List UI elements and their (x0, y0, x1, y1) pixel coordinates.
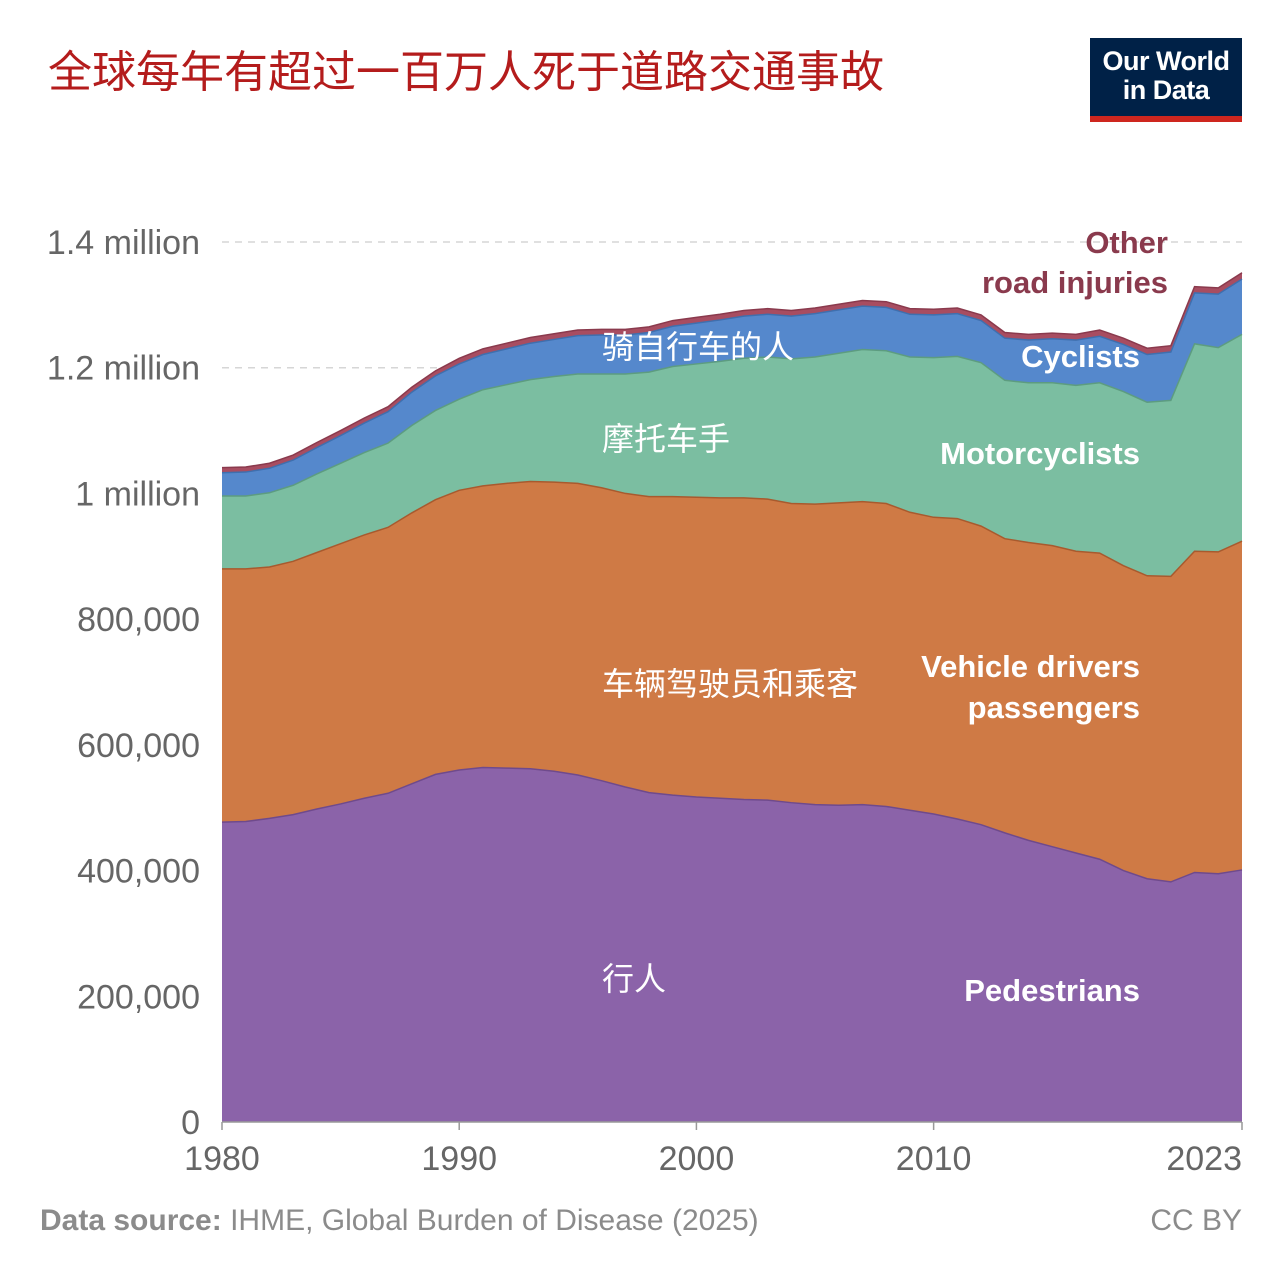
area-edge (222, 333, 1243, 497)
area-vehicle-drivers-passengers (222, 481, 1242, 882)
series-label: Motorcyclists (940, 436, 1140, 471)
x-tick-label: 1980 (184, 1140, 260, 1178)
y-tick-label: 200,000 (77, 978, 200, 1016)
y-tick-label: 1 million (75, 475, 200, 513)
series-label: Cyclists (1021, 339, 1140, 374)
logo-accent-bar (1090, 116, 1242, 122)
y-tick-label: 1.2 million (47, 350, 200, 388)
area-edge (221, 278, 1243, 474)
series-label: passengers (968, 690, 1140, 725)
series-label: Pedestrians (964, 973, 1140, 1008)
series-label: Other (1085, 225, 1168, 260)
series-label-zh: 摩托车手 (602, 420, 730, 458)
area-edge (221, 766, 1243, 883)
x-tick-label: 2000 (659, 1140, 735, 1178)
series-label: road injuries (982, 265, 1168, 300)
y-tick-label: 600,000 (77, 727, 200, 765)
data-source-label: Data source: (40, 1204, 222, 1237)
area-pedestrians (222, 767, 1242, 1122)
logo-line-1: Our World (1102, 46, 1231, 76)
area-edge (222, 480, 1243, 578)
page-title: 全球每年有超过一百万人死于道路交通事故 (48, 47, 884, 98)
area-motorcyclists (222, 334, 1242, 577)
x-tick-label: 1990 (421, 1140, 497, 1178)
y-tick-label: 400,000 (77, 853, 200, 891)
series-label-zh: 骑自行车的人 (602, 328, 794, 366)
area-cyclists (222, 279, 1242, 496)
owid-logo[interactable]: Our World in Data (1090, 38, 1242, 122)
data-source-text: IHME, Global Burden of Disease (2025) (230, 1204, 759, 1237)
x-tick-label: 2023 (1166, 1140, 1242, 1178)
license-link[interactable]: CC BY (1150, 1204, 1242, 1237)
area-edge (221, 272, 1243, 469)
series-label-zh: 行人 (602, 960, 666, 998)
x-tick-label: 2010 (896, 1140, 972, 1178)
series-label: Vehicle drivers (921, 649, 1140, 684)
data-source-note: Data source: IHME, Global Burden of Dise… (40, 1204, 759, 1238)
y-tick-label: 1.4 million (47, 224, 200, 262)
area-other-road-injuries (222, 272, 1242, 473)
series-label-zh: 车辆驾驶员和乘客 (602, 665, 858, 703)
y-tick-label: 0 (181, 1104, 200, 1142)
y-tick-label: 800,000 (77, 601, 200, 639)
logo-line-2: in Data (1122, 75, 1210, 105)
